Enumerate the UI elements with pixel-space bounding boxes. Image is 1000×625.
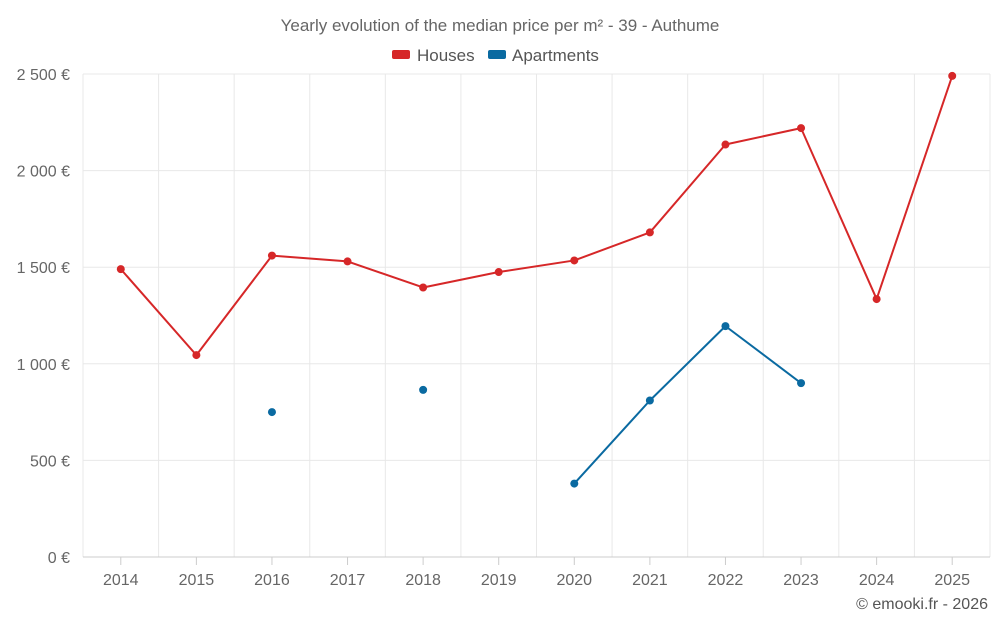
y-tick-label: 500 € — [30, 453, 70, 470]
y-tick-label: 2 000 € — [17, 164, 70, 181]
data-point-houses[interactable] — [721, 140, 730, 149]
x-tick-label: 2025 — [934, 572, 970, 589]
y-tick-label: 1 000 € — [17, 357, 70, 374]
legend-item-houses[interactable]: Houses — [392, 46, 475, 65]
data-point-houses[interactable] — [267, 251, 276, 260]
x-tick-label: 2014 — [103, 572, 139, 589]
y-tick-label: 0 € — [48, 550, 70, 567]
series-line-apartments — [573, 325, 802, 485]
data-point-apartments[interactable] — [797, 379, 806, 388]
data-point-houses[interactable] — [948, 71, 957, 80]
x-tick-label: 2022 — [708, 572, 744, 589]
data-point-houses[interactable] — [116, 265, 125, 274]
grid — [82, 73, 991, 557]
x-tick-label: 2015 — [179, 572, 215, 589]
x-tick-label: 2019 — [481, 572, 517, 589]
x-tick-label: 2020 — [556, 572, 592, 589]
x-tick-label: 2017 — [330, 572, 366, 589]
x-tick-label: 2021 — [632, 572, 668, 589]
x-tick-label: 2023 — [783, 572, 819, 589]
x-tick-label: 2024 — [859, 572, 895, 589]
data-point-houses[interactable] — [419, 283, 428, 292]
x-tick-label: 2018 — [405, 572, 441, 589]
data-point-apartments[interactable] — [645, 396, 654, 405]
legend-swatch-apartments — [488, 50, 506, 59]
credit-text: © emooki.fr - 2026 — [856, 596, 988, 613]
chart-title: Yearly evolution of the median price per… — [281, 16, 720, 35]
series-line-houses — [120, 75, 954, 357]
y-tick-label: 2 500 € — [17, 67, 70, 84]
data-point-apartments[interactable] — [570, 479, 579, 488]
x-tick-label: 2016 — [254, 572, 290, 589]
legend-label-houses: Houses — [417, 46, 475, 65]
series — [116, 71, 957, 488]
data-point-houses[interactable] — [872, 295, 881, 304]
legend-label-apartments: Apartments — [512, 46, 599, 65]
legend: Houses Apartments — [392, 46, 599, 65]
data-point-houses[interactable] — [645, 228, 654, 237]
y-tick-label: 1 500 € — [17, 260, 70, 277]
data-point-houses[interactable] — [343, 257, 352, 266]
data-point-houses[interactable] — [494, 268, 503, 277]
data-point-apartments[interactable] — [721, 322, 730, 331]
data-point-houses[interactable] — [570, 256, 579, 265]
data-point-houses[interactable] — [797, 124, 806, 133]
series-apartments — [267, 322, 806, 488]
data-point-houses[interactable] — [192, 351, 201, 360]
data-point-apartments[interactable] — [267, 408, 276, 417]
series-houses — [116, 71, 957, 360]
legend-item-apartments[interactable]: Apartments — [488, 46, 599, 65]
data-point-apartments[interactable] — [419, 385, 428, 394]
axes: 0 € 500 € 1 000 € 1 500 € 2 000 € 2 500 € 2014… — [17, 67, 990, 589]
legend-swatch-houses — [392, 50, 410, 59]
